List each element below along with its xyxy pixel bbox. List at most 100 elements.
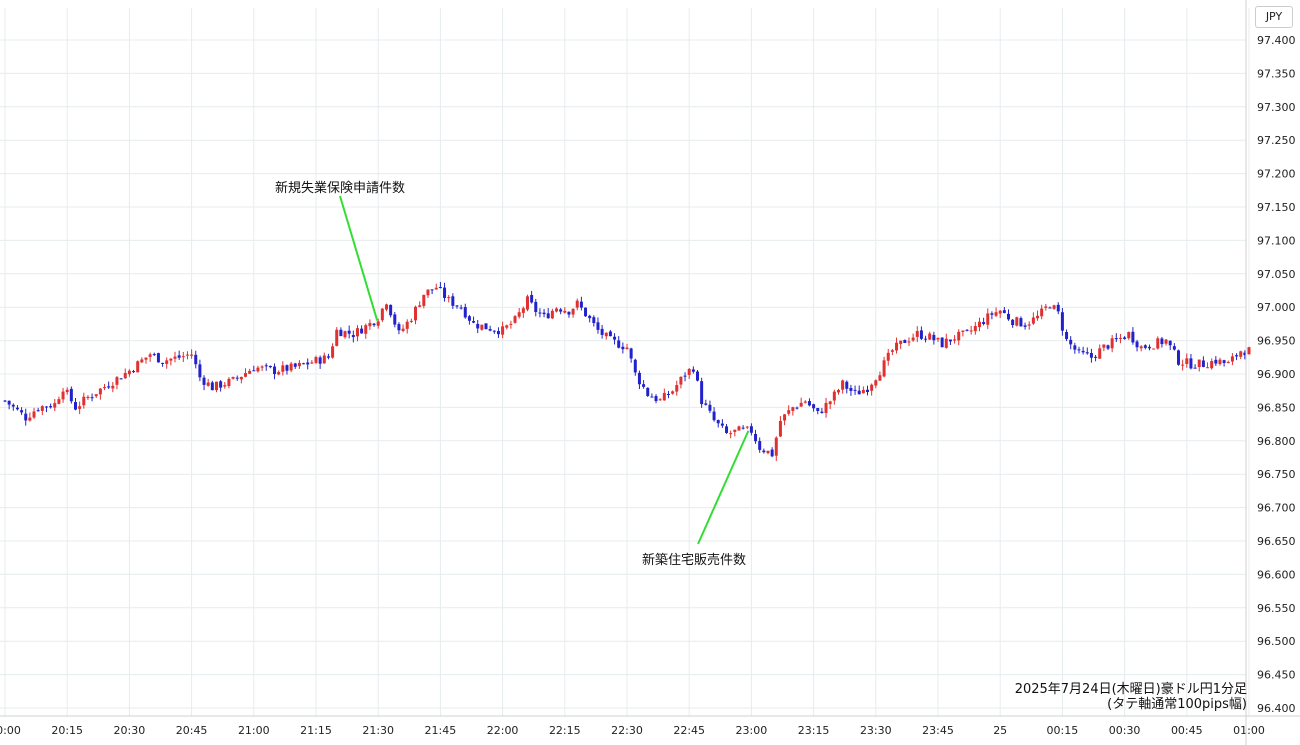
candle-body	[899, 340, 903, 344]
candle-body	[936, 337, 940, 340]
candle-body	[123, 372, 127, 379]
x-tick-label: 21:00	[238, 724, 270, 737]
candle-body	[567, 311, 571, 315]
candle-body	[890, 350, 894, 352]
candle-body	[1002, 310, 1006, 313]
candle-body	[749, 426, 753, 433]
candle-body	[691, 369, 695, 372]
candle-body	[973, 326, 977, 332]
candle-body	[919, 330, 923, 339]
candle-body	[924, 338, 928, 340]
candle-body	[78, 406, 82, 409]
candle-body	[675, 385, 679, 392]
candle-body	[364, 325, 368, 334]
candle-body	[73, 401, 77, 410]
candle-body	[903, 339, 907, 343]
annotation-label: 新築住宅販売件数	[642, 552, 746, 568]
candle-body	[795, 407, 799, 409]
candle-body	[969, 330, 973, 332]
y-tick-label: 97.200	[1257, 168, 1296, 181]
candle-body	[555, 308, 559, 312]
candle-body	[1139, 346, 1143, 349]
x-tick-label: 20:15	[51, 724, 83, 737]
candle-body	[169, 358, 173, 361]
candle-body	[886, 352, 890, 361]
candle-body	[816, 408, 820, 411]
candle-body	[20, 410, 24, 413]
candle-body	[455, 305, 459, 307]
candle-body	[1085, 352, 1089, 354]
candle-body	[1094, 356, 1098, 358]
candle-body	[152, 354, 156, 356]
candle-body	[712, 411, 716, 421]
candle-body	[302, 363, 306, 365]
candle-body	[264, 365, 268, 367]
candle-body	[733, 429, 737, 432]
candle-body	[372, 323, 376, 326]
candle-body	[451, 296, 455, 306]
candle-body	[1226, 361, 1230, 364]
candle-body	[650, 396, 654, 398]
candle-body	[173, 356, 177, 359]
candle-body	[745, 426, 749, 428]
candle-body	[778, 420, 782, 437]
candle-body	[521, 308, 525, 313]
candle-body	[704, 403, 708, 405]
candle-body	[654, 396, 658, 402]
candle-body	[496, 331, 500, 335]
candle-body	[86, 396, 90, 398]
candle-body	[824, 402, 828, 414]
y-tick-label: 96.850	[1257, 401, 1296, 414]
x-tick-label: 23:45	[922, 724, 954, 737]
candle-body	[405, 321, 409, 329]
y-tick-label: 97.100	[1257, 234, 1296, 247]
candle-body	[476, 323, 480, 329]
x-tick-label: 21:30	[362, 724, 394, 737]
x-tick-label: 23:15	[798, 724, 830, 737]
candle-body	[542, 312, 546, 315]
candle-body	[799, 402, 803, 407]
candle-body	[111, 385, 115, 389]
candle-body	[235, 377, 239, 379]
candle-body	[1060, 312, 1064, 331]
candle-body	[202, 377, 206, 385]
candle-body	[277, 372, 281, 375]
candle-body	[990, 313, 994, 315]
candle-body	[1069, 339, 1073, 345]
candle-body	[463, 307, 467, 318]
candle-body	[248, 370, 252, 374]
candle-body	[1081, 350, 1085, 353]
candle-body	[679, 376, 683, 385]
candle-body	[103, 387, 107, 389]
candle-body	[1073, 345, 1077, 350]
candle-body	[729, 433, 733, 435]
x-tick-label: 25	[993, 724, 1007, 737]
candle-body	[492, 330, 496, 332]
candle-body	[965, 329, 969, 331]
candle-body	[571, 308, 575, 315]
candle-body	[380, 308, 384, 321]
candle-body	[1185, 358, 1189, 364]
candle-body	[874, 380, 878, 386]
y-tick-label: 96.700	[1257, 502, 1296, 515]
y-tick-label: 97.000	[1257, 301, 1296, 314]
candle-body	[90, 397, 94, 399]
candle-body	[82, 396, 86, 406]
candle-body	[426, 289, 430, 296]
candle-body	[1172, 346, 1176, 350]
candle-body	[430, 289, 434, 291]
caption-title: 2025年7月24日(木曜日)豪ドル円1分足	[1014, 682, 1247, 697]
candle-body	[368, 323, 372, 327]
candle-body	[1089, 353, 1093, 358]
candle-body	[1040, 308, 1044, 317]
candle-body	[94, 394, 98, 397]
candle-body	[414, 306, 418, 321]
candle-body	[297, 362, 301, 367]
y-tick-label: 96.800	[1257, 435, 1296, 448]
candle-body	[1181, 364, 1185, 366]
candle-body	[820, 411, 824, 414]
candle-body	[957, 331, 961, 341]
candle-body	[355, 328, 359, 337]
candle-body	[223, 385, 227, 387]
candle-body	[115, 377, 119, 385]
